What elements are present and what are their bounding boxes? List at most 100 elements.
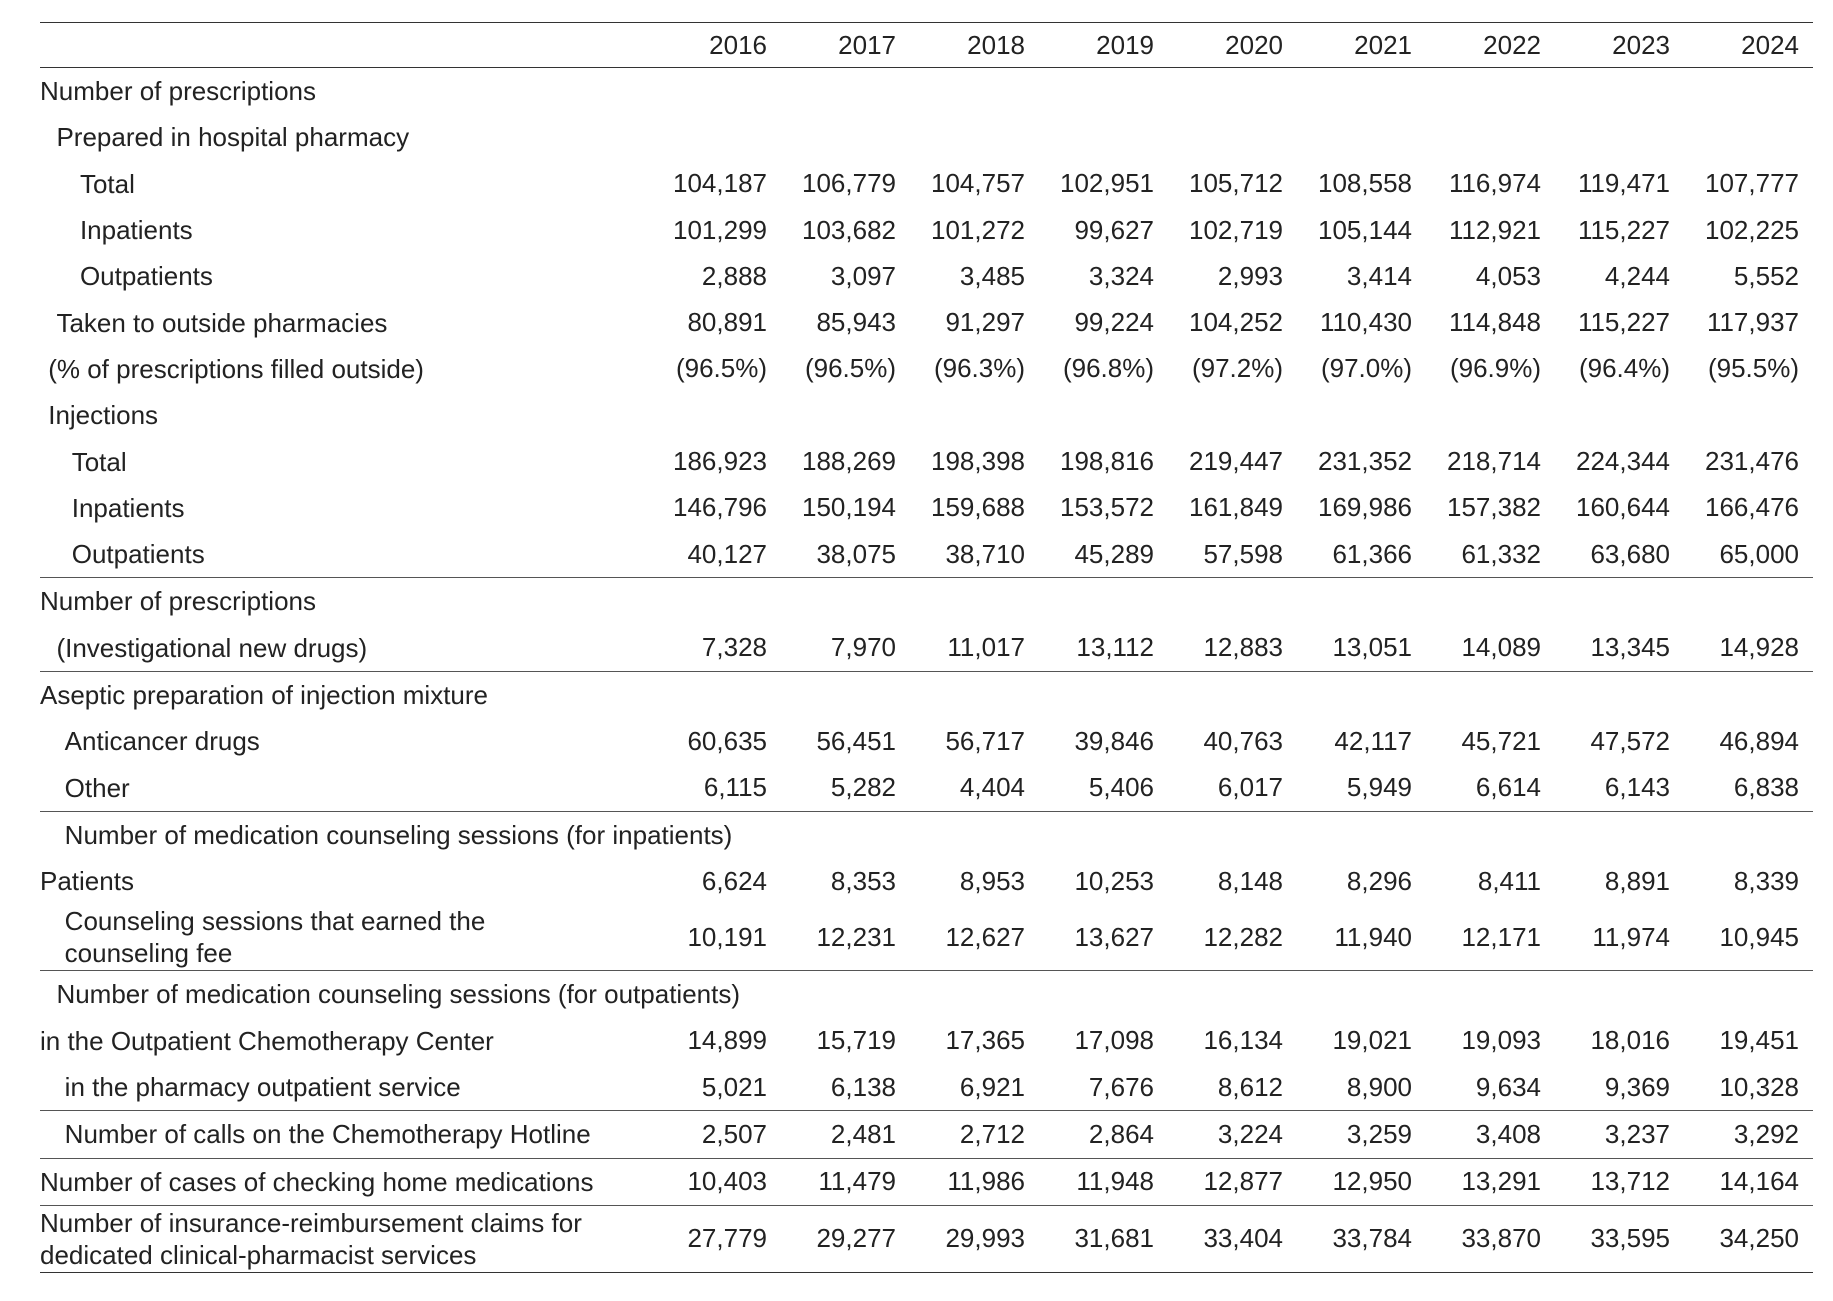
row-label: Anticancer drugs — [40, 718, 652, 764]
value-cell: (96.8%) — [1062, 353, 1154, 384]
value-cell: (96.3%) — [933, 353, 1025, 384]
value-cell: 42,117 — [1334, 725, 1412, 756]
row-label: Inpatients — [40, 207, 652, 253]
row-label: Inpatients — [40, 485, 652, 531]
table-row: Number of prescriptions — [40, 578, 1813, 625]
value-cell: 13,291 — [1461, 1166, 1541, 1197]
value-cell: 40,763 — [1203, 725, 1283, 756]
label-text: Number of medication counseling sessions… — [56, 979, 741, 1010]
value-cell: 38,710 — [945, 538, 1025, 569]
value-cell: 5,021 — [701, 1071, 767, 1102]
table-row: Other 6,115 5,282 4,404 5,406 6,017 5,949 6,614… — [40, 764, 1813, 812]
label-text: Total — [71, 446, 127, 477]
value-cell: 33,595 — [1590, 1223, 1670, 1254]
value-cell: 119,471 — [1577, 168, 1670, 199]
row-label: in the Outpatient Chemotherapy Center — [40, 1018, 652, 1064]
table-row: Aseptic preparation of injection mixture — [40, 671, 1813, 718]
table-row: Number of cases of checking home medicat… — [40, 1158, 1813, 1206]
value-cell: 47,572 — [1590, 725, 1670, 756]
row-label: Number of prescriptions — [40, 578, 1813, 625]
table-row: Number of medication counseling sessions… — [40, 811, 1813, 858]
value-cell: 3,414 — [1346, 260, 1412, 291]
value-cell: 6,921 — [959, 1071, 1025, 1102]
value-cell: 7,970 — [830, 632, 896, 663]
row-label: Prepared in hospital pharmacy — [40, 114, 1813, 160]
value-cell: 60,635 — [687, 725, 767, 756]
value-cell: 161,849 — [1189, 492, 1283, 523]
row-label: Total — [40, 161, 652, 207]
value-cell: 8,900 — [1346, 1071, 1412, 1102]
value-cell: 218,714 — [1447, 446, 1541, 477]
value-cell: 188,269 — [802, 446, 896, 477]
value-cell: 110,430 — [1319, 307, 1412, 338]
value-cell: 29,993 — [945, 1223, 1025, 1254]
table-row: (Investigational new drugs) 7,328 7,970 11,… — [40, 625, 1813, 672]
value-cell: 5,406 — [1088, 772, 1154, 803]
value-cell: 105,712 — [1189, 168, 1283, 199]
value-cell: (97.0%) — [1320, 353, 1412, 384]
year-header: 2022 — [1483, 29, 1541, 60]
table-row: Outpatients 2,888 3,097 3,485 3,324 2,993 3,41… — [40, 253, 1813, 299]
year-header: 2021 — [1354, 29, 1412, 60]
label-text: Injections — [48, 400, 159, 431]
value-cell: 8,148 — [1217, 865, 1283, 896]
table-row: Inpatients 146,796 150,194 159,688 153,572 16… — [40, 485, 1813, 531]
label-text: Number of prescriptions — [40, 586, 316, 617]
value-cell: 108,558 — [1318, 168, 1412, 199]
table-row: Total 104,187 106,779 104,757 102,951 105,712… — [40, 161, 1813, 207]
table-row: Number of prescriptions — [40, 68, 1813, 115]
value-cell: 231,352 — [1318, 446, 1412, 477]
value-cell: 3,237 — [1604, 1118, 1670, 1149]
value-cell: 8,891 — [1604, 865, 1670, 896]
value-cell: 8,411 — [1477, 865, 1541, 896]
value-cell: 6,838 — [1733, 772, 1799, 803]
value-cell: 11,948 — [1076, 1166, 1154, 1197]
label-text: Outpatients — [79, 261, 213, 292]
value-cell: 159,688 — [931, 492, 1025, 523]
value-cell: 4,404 — [959, 772, 1025, 803]
year-header: 2024 — [1741, 29, 1799, 60]
header-row: 2016 2017 2018 2019 2020 2021 2022 2023 2024 — [40, 22, 1813, 68]
table-row: Number of medication counseling sessions… — [40, 971, 1813, 1018]
value-cell: (97.2%) — [1191, 353, 1283, 384]
value-cell: 12,627 — [945, 921, 1025, 952]
row-label: Counseling sessions that earned the couns… — [40, 904, 652, 971]
value-cell: 65,000 — [1719, 538, 1799, 569]
value-cell: 2,864 — [1088, 1118, 1154, 1149]
value-cell: 186,923 — [673, 446, 767, 477]
value-cell: 19,021 — [1332, 1025, 1412, 1056]
value-cell: 13,712 — [1590, 1166, 1670, 1197]
value-cell: 31,681 — [1074, 1223, 1154, 1254]
year-header: 2016 — [709, 29, 767, 60]
value-cell: 13,112 — [1076, 632, 1154, 663]
value-cell: 14,928 — [1719, 632, 1799, 663]
value-cell: 13,051 — [1332, 632, 1412, 663]
value-cell: 116,974 — [1448, 168, 1541, 199]
value-cell: 103,682 — [802, 214, 896, 245]
value-cell: 2,993 — [1217, 260, 1283, 291]
row-label: (% of prescriptions filled outside) — [40, 346, 652, 392]
value-cell: 224,344 — [1576, 446, 1670, 477]
value-cell: 11,974 — [1592, 921, 1670, 952]
label-text: Number of medication counseling sessions… — [64, 819, 733, 850]
value-cell: 91,297 — [945, 307, 1025, 338]
row-label: Total — [40, 438, 652, 484]
row-label: Number of medication counseling sessions… — [40, 971, 1813, 1018]
value-cell: 57,598 — [1203, 538, 1283, 569]
value-cell: 160,644 — [1576, 492, 1670, 523]
value-cell: 14,899 — [687, 1025, 767, 1056]
row-label: in the pharmacy outpatient service — [40, 1064, 652, 1111]
value-cell: 115,227 — [1577, 214, 1670, 245]
row-label: Taken to outside pharmacies — [40, 299, 652, 345]
value-cell: 6,614 — [1475, 772, 1541, 803]
value-cell: 3,292 — [1733, 1118, 1799, 1149]
label-text: (Investigational new drugs) — [56, 632, 368, 663]
value-cell: 13,627 — [1074, 921, 1154, 952]
value-cell: 39,846 — [1074, 725, 1154, 756]
year-header: 2019 — [1096, 29, 1154, 60]
label-text: Patients — [40, 866, 134, 897]
value-cell: 16,134 — [1203, 1025, 1283, 1056]
value-cell: 6,138 — [830, 1071, 896, 1102]
value-cell: (96.9%) — [1449, 353, 1541, 384]
row-label: Outpatients — [40, 253, 652, 299]
